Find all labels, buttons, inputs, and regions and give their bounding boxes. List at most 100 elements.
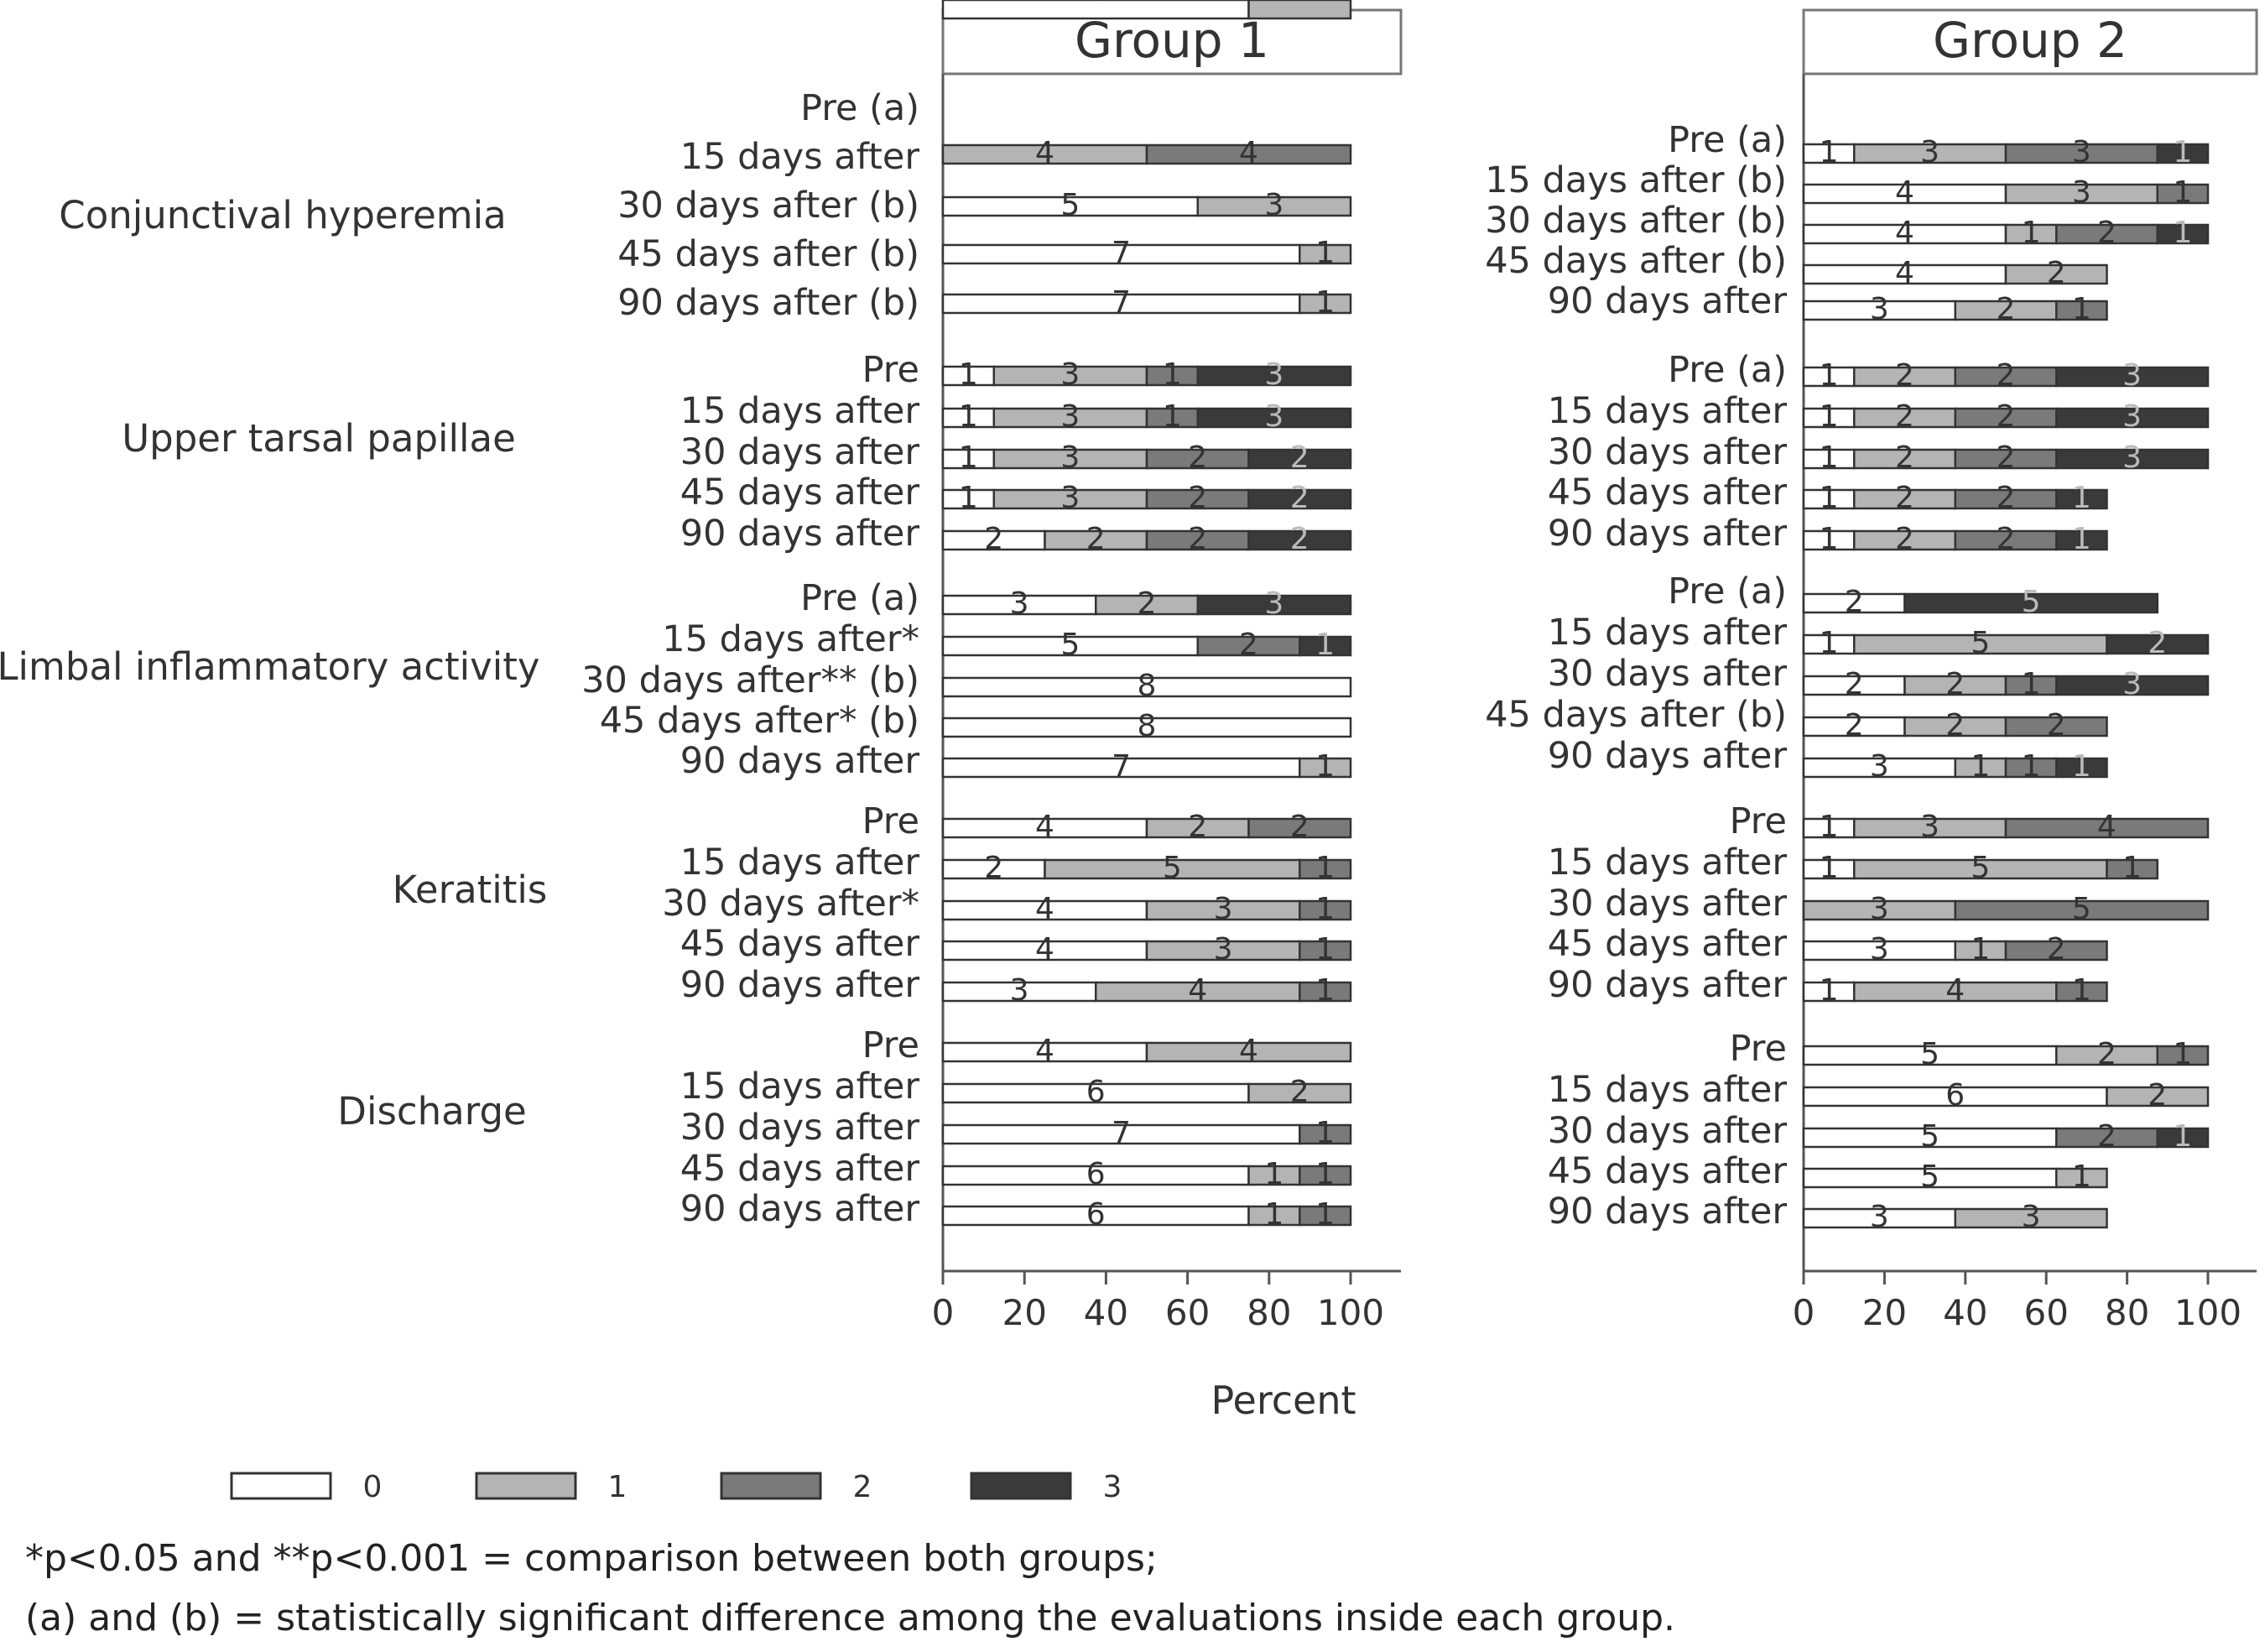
group-2-c2-r5-bar-label-3: 1 [2072, 522, 2091, 556]
group-2-c3-r2-bar-label-3: 2 [2148, 626, 2167, 660]
group-2-c2-r5-bar-label-1: 2 [1895, 522, 1914, 556]
group-1-c5-r2-label: 15 days after [680, 1066, 920, 1107]
group-1-c5-r2-bar-label-1: 2 [1290, 1075, 1310, 1109]
group-1-c3-r2-bar-label-0: 5 [1060, 628, 1080, 662]
group-1-c1-r5-bar-seg-1 [1299, 293, 1352, 315]
legend-label-2: 2 [853, 1470, 872, 1504]
group-2-c5-r4-bar-label-1: 1 [2072, 1160, 2091, 1194]
group-1-c1-r4-bar-seg-1 [1299, 243, 1352, 265]
group-2-c4-r4-label: 45 days after [1548, 923, 1788, 965]
category-label-keratitis: Keratitis [393, 868, 548, 912]
group-1-tick-label-20: 20 [1002, 1292, 1046, 1333]
group-2-c4-r2-bar-seg-2 [2106, 858, 2158, 880]
group-1-c3-r1-bar-label-3: 3 [1264, 586, 1284, 621]
group-2-c5-r3-bar-seg-3 [2156, 1127, 2210, 1149]
group-1-c1-r3-bar-seg-1 [1196, 195, 1352, 217]
group-1-c2-r2-bar-label-3: 3 [1264, 399, 1284, 434]
legend-swatch-0 [230, 1472, 332, 1500]
group-2-c5-r2-bar-label-1: 2 [2148, 1078, 2167, 1113]
group-2-c1-r1-bar-label-1: 3 [1920, 135, 1940, 169]
group-2-c2-r5-label: 90 days after [1548, 513, 1788, 555]
group-1-c5-r2-bar-label-0: 6 [1086, 1075, 1106, 1109]
group-1-c4-r5-label: 90 days after [680, 964, 920, 1006]
group-2-c3-r2-bar-label-1: 5 [1971, 626, 1990, 660]
group-1-c2-r2-bar-label-1: 3 [1060, 399, 1080, 434]
group-2-c5-r3-bar-label-2: 2 [2097, 1119, 2117, 1154]
group-2-c1-r1-bar-label-0: 1 [1820, 135, 1839, 169]
legend-label-1: 1 [608, 1470, 627, 1504]
group-1-c5-r4-label: 45 days after [680, 1148, 920, 1190]
group-2-c4-r5-bar-label-1: 4 [1945, 973, 1965, 1008]
group-1-c1-r2-bar-label-2: 4 [1239, 136, 1258, 170]
group-2-tick-label-100: 100 [2174, 1292, 2242, 1333]
group-1-c2-r3-bar-seg-3 [1247, 448, 1352, 470]
group-2-c2-r5-bar-label-2: 2 [1997, 522, 2016, 556]
group-2-c1-r4-label: 45 days after (b) [1485, 240, 1787, 282]
legend-swatch-3 [970, 1472, 1072, 1500]
group-2-c3-r1-label: Pre (a) [1668, 571, 1787, 612]
legend-label-3: 3 [1103, 1470, 1122, 1504]
group-1-c4-r1-bar-label-0: 4 [1035, 810, 1054, 844]
group-2-c5-r1-bar-label-0: 5 [1920, 1037, 1940, 1071]
group-2-c4-r3-bar-label-1: 3 [1870, 892, 1889, 926]
group-2-c4-r2-bar-label-2: 1 [2122, 851, 2142, 885]
group-2-c4-r5-label: 90 days after [1548, 964, 1788, 1006]
group-2-c5-r1-label: Pre [1730, 1028, 1787, 1070]
group-1-c3-r3-bar-label-0: 8 [1138, 669, 1157, 703]
group-2-c2-r5-bar-seg-3 [2055, 529, 2108, 551]
category-label-discharge: Discharge [337, 1089, 526, 1133]
group-1-c5-r1-bar-seg-1 [1145, 1041, 1352, 1063]
group-1-c3-r3-bar-seg-0 [941, 676, 1352, 698]
group-2-c2-r1-bar-label-0: 1 [1820, 358, 1839, 393]
group-2-c3-r4-label: 45 days after (b) [1485, 694, 1787, 736]
group-2-c5-r4-bar-label-0: 5 [1920, 1160, 1940, 1194]
group-1-c4-r1-bar-seg-2 [1247, 817, 1352, 839]
group-2-c2-r4-bar-seg-3 [2055, 488, 2108, 510]
group-1-c5-r2-bar-seg-1 [1247, 1082, 1352, 1104]
group-2-c2-r3-bar-seg-3 [2055, 448, 2210, 470]
group-2-tick-label-0: 0 [1793, 1292, 1815, 1333]
group-2-c1-r2-bar-label-0: 4 [1895, 175, 1914, 210]
group-2-c4-r4-bar-label-0: 3 [1870, 932, 1889, 967]
category-label-limbal-inflammatory-activity: Limbal inflammatory activity [0, 644, 540, 689]
group-2-c2-r2-bar-label-1: 2 [1895, 399, 1914, 434]
group-2-c1-r5-bar-label-1: 2 [1997, 292, 2016, 326]
group-2-c3-r2-bar-seg-3 [2106, 633, 2210, 655]
group-2-c1-r1-bar-seg-3 [2156, 143, 2210, 164]
group-1-c2-r1-bar-label-0: 1 [959, 357, 978, 392]
group-2-c4-r5-bar-label-0: 1 [1820, 973, 1839, 1008]
group-2-c1-r1-bar-label-2: 3 [2072, 135, 2091, 169]
group-2-c2-r4-bar-label-0: 1 [1820, 481, 1839, 515]
group-1-c2-r4-bar-label-1: 3 [1060, 481, 1080, 515]
group-1-c3-r5-bar-seg-1 [1299, 757, 1352, 779]
group-2-c5-r5-label: 90 days after [1548, 1191, 1788, 1232]
group-2-c5-r1-bar-seg-2 [2156, 1045, 2210, 1066]
group-2-c4-r2-bar-label-0: 1 [1820, 851, 1839, 885]
group-1-c5-r3-bar-seg-2 [1299, 1123, 1352, 1145]
group-1-c4-r4-bar-label-0: 4 [1035, 932, 1054, 967]
group-2-c4-r1-bar-seg-2 [2004, 817, 2210, 839]
group-2-c1-r5-bar-label-0: 3 [1870, 292, 1889, 326]
group-1-c5-r5-bar-label-2: 1 [1315, 1197, 1335, 1232]
group-2-c2-r2-bar-label-3: 3 [2122, 399, 2142, 434]
group-1-c4-r1-label: Pre [862, 800, 919, 842]
group-2-c1-r3-bar-label-1: 1 [2022, 216, 2041, 250]
group-2-c1-r2-bar-seg-2 [2156, 183, 2210, 205]
group-2-c1-r3-bar-label-2: 2 [2097, 216, 2117, 250]
group-2-c5-r2-label: 15 days after [1548, 1069, 1788, 1111]
group-1-c2-r4-bar-seg-3 [1247, 488, 1352, 510]
group-2-c5-r2-bar-label-0: 6 [1945, 1078, 1965, 1113]
group-2-c1-r1-label: Pre (a) [1668, 119, 1787, 161]
group-2-c4-r1-bar-label-0: 1 [1820, 810, 1839, 844]
group-1-c1-r4-label: 45 days after (b) [617, 233, 919, 275]
group-2-title: Group 2 [1933, 12, 2127, 69]
group-1-c5-r1-label: Pre [862, 1024, 919, 1066]
group-1-c5-r1-bar-label-1: 4 [1239, 1034, 1258, 1068]
group-1-c1-r3-bar-label-0: 5 [1060, 188, 1080, 222]
group-1-c3-r4-label: 45 days after* (b) [600, 700, 919, 742]
group-1-c4-r5-bar-label-1: 4 [1188, 973, 1207, 1008]
group-1-c3-r5-bar-label-1: 1 [1315, 749, 1335, 784]
group-1-c2-r2-bar-label-2: 1 [1163, 399, 1182, 434]
group-2-c1-r4-bar-seg-1 [2004, 263, 2108, 285]
